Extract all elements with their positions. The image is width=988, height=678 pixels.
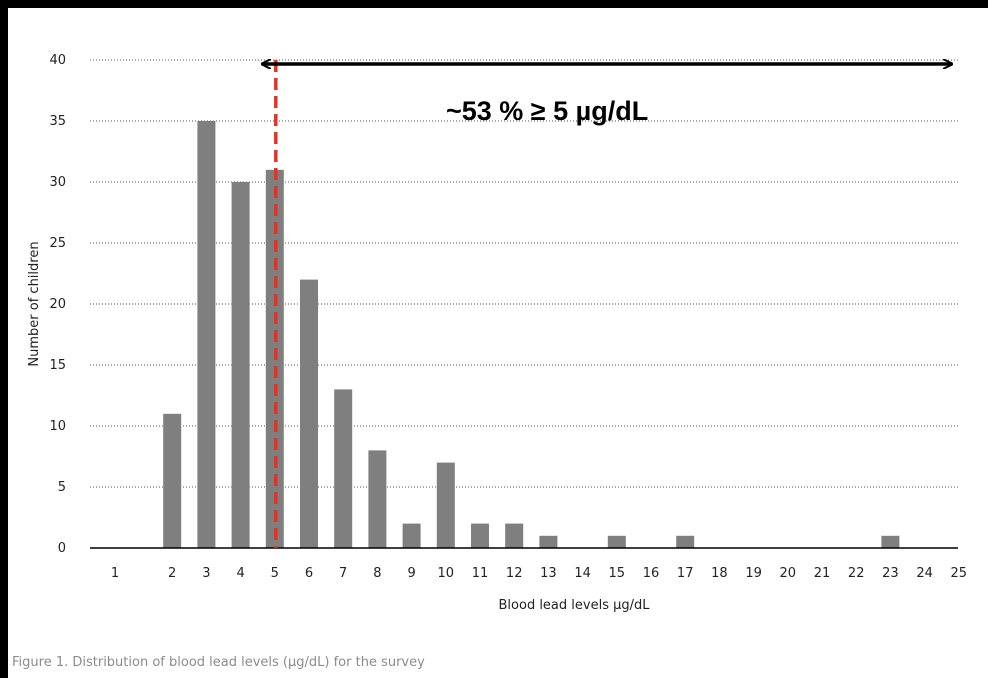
bar-3 bbox=[197, 121, 216, 548]
x-tick-label-18: 18 bbox=[711, 566, 728, 581]
x-tick-label-2: 2 bbox=[168, 566, 176, 581]
y-tick-label-10: 10 bbox=[49, 419, 66, 434]
x-tick-label-11: 11 bbox=[472, 566, 489, 581]
y-tick-label-0: 0 bbox=[58, 541, 66, 556]
bar-15 bbox=[607, 535, 626, 548]
x-tick-label-24: 24 bbox=[916, 566, 933, 581]
x-tick-label-17: 17 bbox=[677, 566, 694, 581]
y-tick-label-20: 20 bbox=[49, 297, 66, 312]
bar-11 bbox=[471, 523, 489, 548]
x-tick-label-12: 12 bbox=[506, 566, 523, 581]
x-tick-label-16: 16 bbox=[643, 566, 660, 581]
bar-6 bbox=[300, 279, 318, 548]
bar-9 bbox=[402, 523, 421, 548]
x-tick-label-15: 15 bbox=[609, 566, 626, 581]
x-tick-label-25: 25 bbox=[951, 566, 968, 581]
y-tick-label-35: 35 bbox=[49, 114, 66, 129]
x-tick-label-9: 9 bbox=[407, 566, 415, 581]
x-tick-label-3: 3 bbox=[202, 566, 210, 581]
x-axis-title: Blood lead levels µg/dL bbox=[499, 598, 651, 613]
x-tick-label-21: 21 bbox=[814, 566, 831, 581]
x-tick-label-5: 5 bbox=[271, 566, 279, 581]
bar-17 bbox=[676, 535, 695, 548]
bar-10 bbox=[436, 462, 455, 548]
y-tick-label-15: 15 bbox=[49, 358, 66, 373]
y-tick-label-5: 5 bbox=[58, 480, 66, 495]
x-tick-label-14: 14 bbox=[574, 566, 591, 581]
y-tick-label-30: 30 bbox=[49, 175, 66, 190]
y-tick-labels: 0 5 10 15 20 25 30 35 40 bbox=[49, 53, 66, 556]
y-tick-label-40: 40 bbox=[49, 53, 66, 68]
y-tick-label-25: 25 bbox=[49, 236, 66, 251]
bar-4 bbox=[231, 182, 250, 548]
y-axis-title: Number of children bbox=[27, 241, 42, 366]
x-tick-label-10: 10 bbox=[438, 566, 455, 581]
bar-12 bbox=[505, 523, 524, 548]
x-tick-label-4: 4 bbox=[236, 566, 244, 581]
x-tick-label-23: 23 bbox=[882, 566, 899, 581]
x-tick-label-20: 20 bbox=[780, 566, 797, 581]
bar-13 bbox=[539, 535, 558, 548]
annotation-label: ~53 % ≥ 5 µg/dL bbox=[446, 96, 648, 126]
x-tick-label-13: 13 bbox=[540, 566, 557, 581]
x-tick-label-19: 19 bbox=[745, 566, 762, 581]
x-tick-label-22: 22 bbox=[848, 566, 865, 581]
bar-7 bbox=[334, 389, 353, 548]
bar-8 bbox=[368, 450, 387, 548]
x-tick-label-8: 8 bbox=[373, 566, 381, 581]
x-tick-label-6: 6 bbox=[305, 566, 313, 581]
bar-23 bbox=[881, 535, 900, 548]
figure-caption: Figure 1. Distribution of blood lead lev… bbox=[12, 655, 425, 670]
bars bbox=[163, 121, 900, 549]
x-tick-labels: 1 2 3 4 5 6 7 8 9 10 11 12 13 14 15 16 17 18 19 20 21 22 23 24 2… bbox=[111, 566, 967, 581]
x-tick-label-1: 1 bbox=[111, 566, 119, 581]
bar-2 bbox=[163, 413, 182, 548]
figure-panel: 0 5 10 15 20 25 30 35 40 1 2 3 4 5 6 7 8 9 10 11 12 13 14 15 16… bbox=[8, 8, 988, 678]
x-tick-label-7: 7 bbox=[339, 566, 347, 581]
